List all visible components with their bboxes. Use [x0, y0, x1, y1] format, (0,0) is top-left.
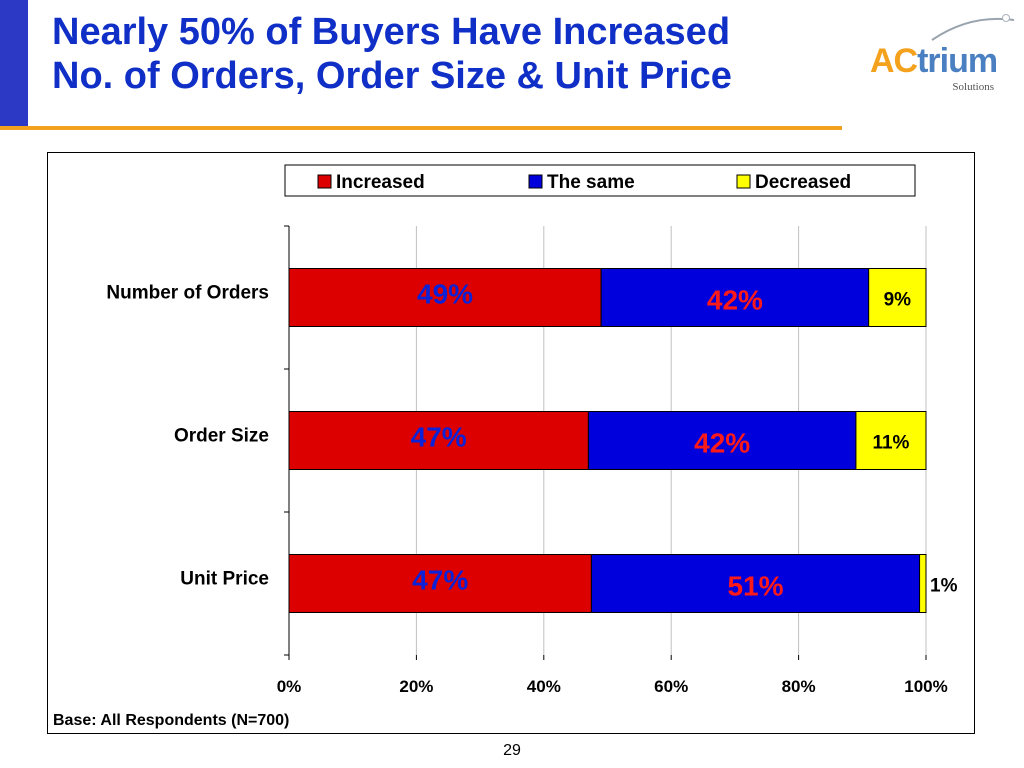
- category-label: Unit Price: [180, 569, 269, 590]
- data-label: 1%: [930, 576, 958, 597]
- data-label: 9%: [884, 290, 912, 311]
- bar-segment: [288, 411, 589, 470]
- logo-dot: [1002, 14, 1010, 22]
- data-label: 42%: [694, 428, 750, 459]
- logo-swoosh: [931, 17, 1015, 41]
- legend-swatch: [528, 174, 543, 189]
- x-tick-label: 20%: [399, 677, 433, 696]
- company-logo: ACtrium Solutions: [870, 14, 1015, 93]
- slide-title-line-1: Nearly 50% of Buyers Have Increased: [52, 11, 731, 53]
- data-label: 47%: [412, 565, 468, 596]
- bar-segment: [855, 411, 927, 470]
- legend-box: [284, 164, 916, 197]
- bar-segment: [288, 268, 602, 327]
- legend-label: The same: [547, 172, 635, 193]
- x-tick-label: 0%: [277, 677, 302, 696]
- category-label: Number of Orders: [106, 283, 269, 304]
- legend-label: Decreased: [755, 172, 851, 193]
- bar-segment: [600, 268, 870, 327]
- logo-subtitle: Solutions: [952, 81, 994, 93]
- legend-swatch: [317, 174, 332, 189]
- bar-segment: [587, 411, 857, 470]
- legend-swatch: [736, 174, 751, 189]
- data-label: 47%: [411, 422, 467, 453]
- x-tick-label: 100%: [904, 677, 947, 696]
- title-underline: [0, 126, 842, 130]
- bar-segment: [919, 554, 927, 613]
- logo-text: ACtrium: [870, 42, 997, 80]
- data-label: 51%: [727, 571, 783, 602]
- chart-frame: 0% 20% 40% 60% 80% 100% Number of Orders 49% 42%…: [47, 152, 975, 734]
- title-accent-bar: [0, 0, 28, 128]
- category-label: Order Size: [174, 426, 269, 447]
- bar-segment: [590, 554, 921, 613]
- x-tick-label: 80%: [782, 677, 816, 696]
- bar-segment: [288, 554, 592, 613]
- x-tick-label: 40%: [527, 677, 561, 696]
- legend-label: Increased: [336, 172, 425, 193]
- data-label: 42%: [707, 285, 763, 316]
- x-tick-label: 60%: [654, 677, 688, 696]
- data-label: 11%: [872, 433, 909, 454]
- bar-segment: [868, 268, 927, 327]
- slide-title: Nearly 50% of Buyers Have Increased No. …: [52, 10, 732, 98]
- stacked-bar-chart: 0% 20% 40% 60% 80% 100% Number of Orders 49% 42%…: [53, 164, 958, 729]
- page-number: 29: [503, 742, 521, 759]
- slide-title-line-2: No. of Orders, Order Size & Unit Price: [52, 55, 732, 97]
- data-label: 49%: [417, 279, 473, 310]
- base-note: Base: All Respondents (N=700): [53, 712, 289, 729]
- logo-text-trium: trium: [917, 42, 997, 80]
- logo-text-ac: AC: [870, 42, 918, 80]
